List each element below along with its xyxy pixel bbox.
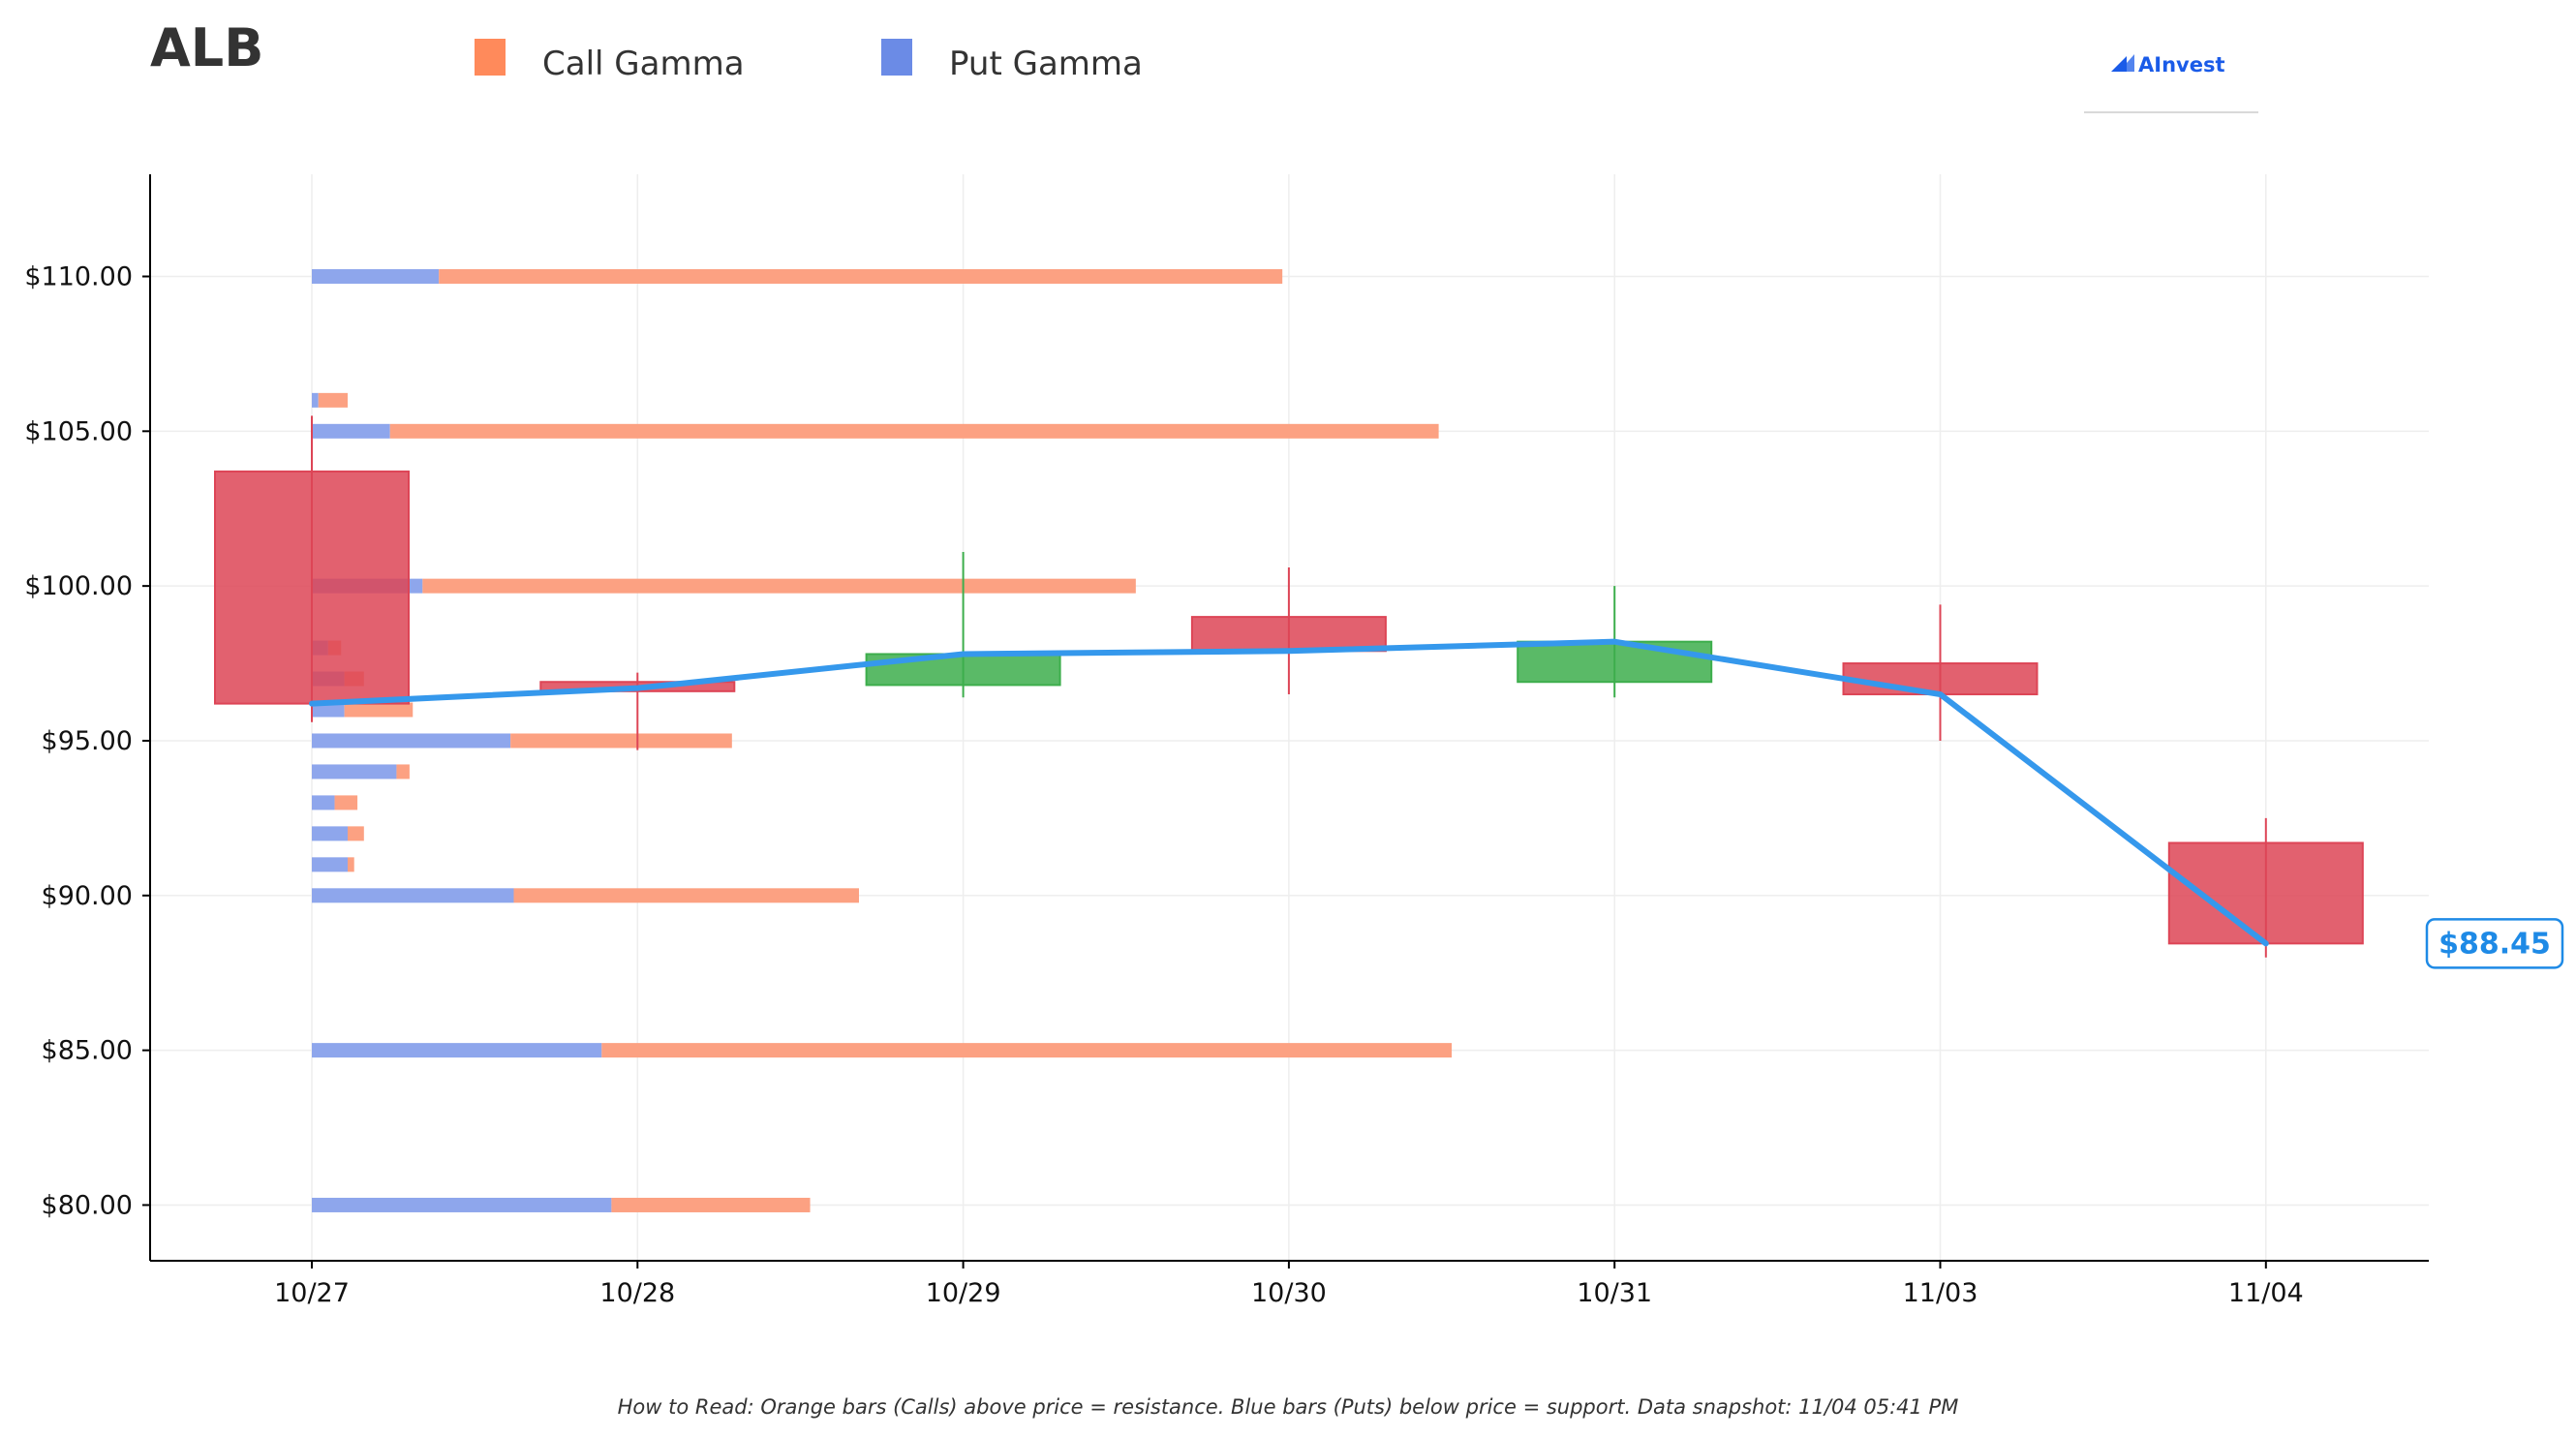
last-price-box: [2425, 918, 2564, 969]
x-tick-label: 10/28: [599, 1278, 675, 1308]
put-gamma-bar: [312, 1197, 612, 1212]
y-tick-label: $85.00: [42, 1036, 133, 1066]
legend: Call Gamma Put Gamma: [475, 39, 1143, 83]
candle-body: [1517, 640, 1713, 684]
close-line-path: [309, 638, 2269, 947]
put-gamma-bar: [312, 702, 345, 718]
put-gamma-bar: [312, 764, 397, 780]
call-gamma-bar: [318, 392, 348, 408]
last-price-label: $88.45: [2438, 927, 2551, 961]
ticker-title: ALB: [150, 17, 263, 78]
legend-label-call: Call Gamma: [542, 45, 745, 83]
x-tick-label: 10/30: [1251, 1278, 1327, 1308]
legend-swatch-put: [881, 39, 912, 76]
put-gamma-bar: [312, 888, 514, 903]
put-gamma-bar: [312, 826, 348, 841]
call-gamma-bar: [422, 578, 1136, 594]
close-price-line: [309, 638, 2269, 947]
put-gamma-bar: [312, 1043, 602, 1058]
put-gamma-bar: [312, 795, 335, 810]
call-gamma-bar: [510, 733, 732, 749]
y-tick-label: $80.00: [42, 1190, 133, 1220]
call-gamma-bar: [611, 1197, 811, 1212]
axes: $80.00 $85.00 $90.00 $95.00 $100.00 $105.00 $1…: [24, 174, 2429, 1308]
y-tick-label: $90.00: [42, 881, 133, 911]
last-price-badge: $88.45: [2425, 918, 2564, 969]
call-gamma-bar: [347, 826, 364, 841]
put-gamma-bar: [312, 268, 440, 284]
x-tick-label: 10/27: [274, 1278, 350, 1308]
candle-body: [1842, 662, 2039, 696]
brand-logo: AInvest: [2084, 53, 2258, 113]
footnote: How to Read: Orange bars (Calls) above p…: [618, 1395, 1959, 1419]
brand-name: AInvest: [2138, 53, 2225, 76]
y-tick-label: $95.00: [42, 726, 133, 756]
y-tick-label: $105.00: [24, 416, 133, 446]
candle-body: [1190, 616, 1387, 653]
call-gamma-bar: [513, 888, 859, 903]
x-tick-label: 10/29: [926, 1278, 1001, 1308]
gamma-bars: [312, 268, 1453, 1212]
put-gamma-bar: [312, 857, 348, 872]
x-tick-label: 11/03: [1903, 1278, 1978, 1308]
legend-swatch-call: [475, 39, 506, 76]
put-gamma-bar: [312, 392, 319, 408]
call-gamma-bar: [334, 795, 358, 810]
call-gamma-bar: [347, 857, 354, 872]
y-tick-label: $110.00: [24, 261, 133, 291]
call-gamma-bar: [439, 268, 1283, 284]
legend-label-put: Put Gamma: [949, 45, 1143, 83]
y-tick-label: $100.00: [24, 571, 133, 601]
candle-body: [214, 470, 410, 705]
grid: [150, 174, 2429, 1261]
call-gamma-bar: [389, 423, 1439, 439]
put-gamma-bar: [312, 733, 511, 749]
put-gamma-bar: [312, 423, 390, 439]
x-tick-label: 10/31: [1577, 1278, 1652, 1308]
x-tick-label: 11/04: [2228, 1278, 2304, 1308]
call-gamma-bar: [344, 702, 414, 718]
call-gamma-bar: [601, 1043, 1453, 1058]
call-gamma-bar: [396, 764, 410, 780]
